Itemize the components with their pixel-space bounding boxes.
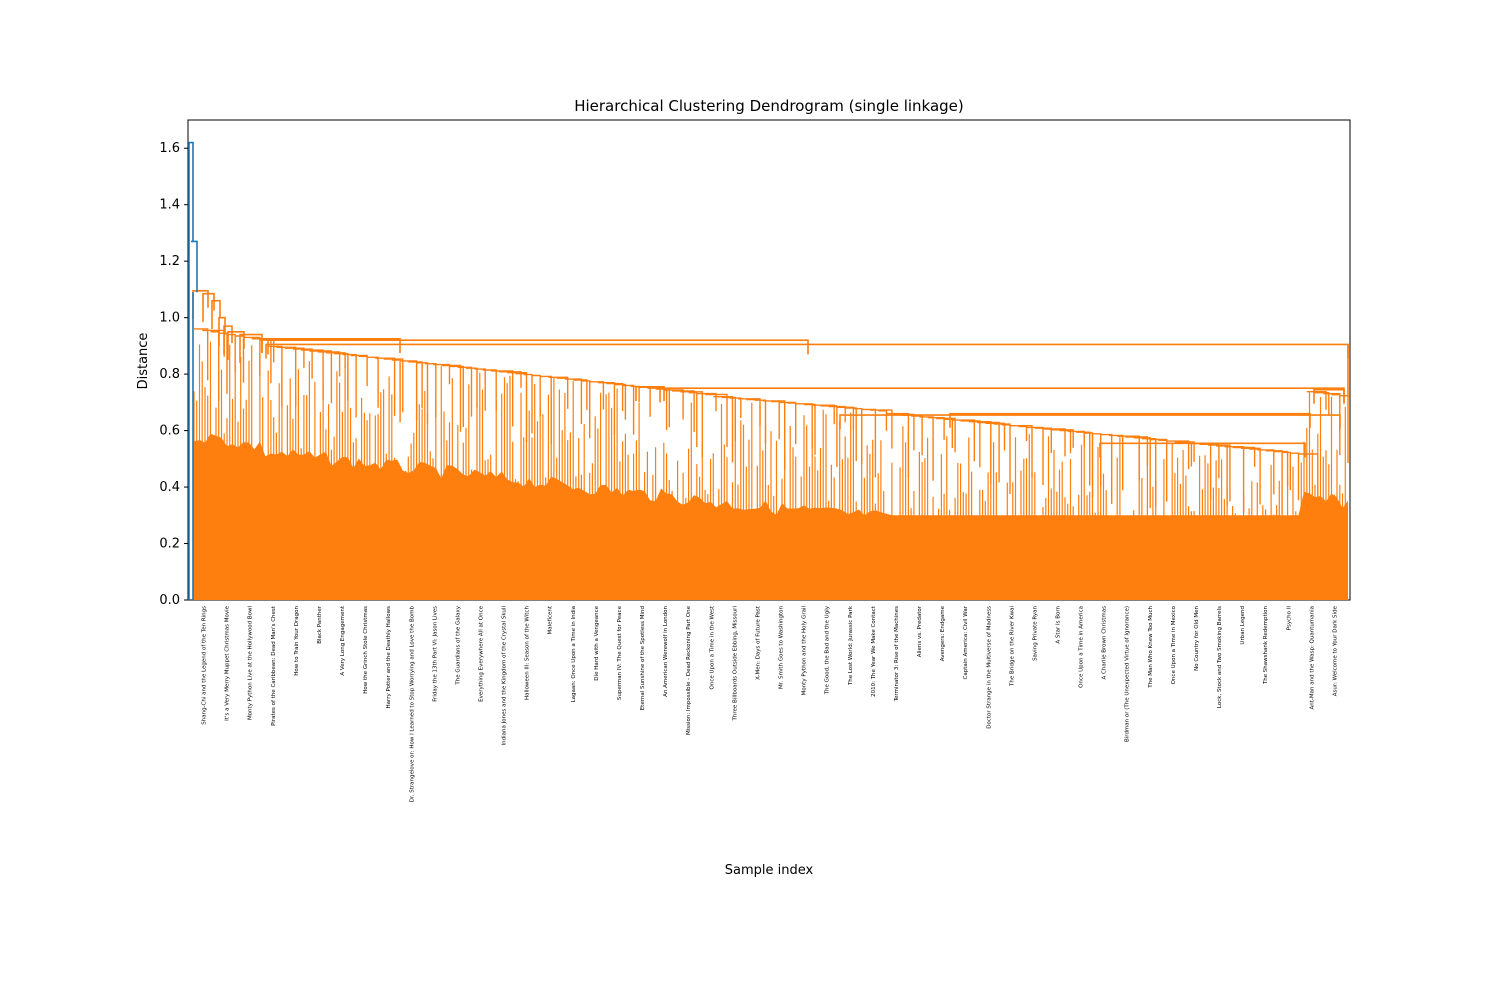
- leaf-labels: Shang-Chi and the Legend of the Ten Ring…: [202, 605, 1339, 802]
- leaf-label: Once Upon a Time in the West: [709, 605, 715, 689]
- leaf-label: Avengers: Endgame: [940, 605, 946, 661]
- cluster-merge: [223, 325, 233, 355]
- leaf-label: Urban Legend: [1240, 606, 1246, 645]
- y-tick-label: 1.6: [159, 141, 180, 156]
- y-tick-label: 1.4: [159, 198, 180, 213]
- cluster-merge: [239, 333, 263, 363]
- leaf-label: Mr. Smith Goes to Washington: [779, 605, 785, 688]
- leaf-label: Friday the 13th Part VI: Jason Lives: [432, 606, 438, 702]
- cluster-merge: [949, 412, 1311, 428]
- leaf-label: Black Panther: [317, 605, 323, 644]
- leaf-label: Saving Private Ryan: [1032, 605, 1038, 660]
- top-level-merge: [188, 141, 198, 600]
- leaf-label: The Good, the Bad and the Ugly: [825, 605, 831, 695]
- leaf-label: A Star Is Born: [1056, 606, 1062, 644]
- leaf-label: Dr. Strangelove or: How I Learned to Sto…: [409, 606, 415, 803]
- y-tick-label: 0.8: [159, 367, 180, 382]
- chart-title: Hierarchical Clustering Dendrogram (sing…: [574, 97, 964, 115]
- leaf-label: Shang-Chi and the Legend of the Ten Ring…: [202, 606, 208, 725]
- dense-branch-mass: [194, 433, 1348, 600]
- leaf-label: Once Upon a Time in Mexico: [1171, 605, 1177, 684]
- leaf-label: The Man Who Knew Too Much: [1148, 605, 1154, 688]
- leaf-label: Psycho II: [1286, 606, 1292, 631]
- leaf-label: Pirates of the Caribbean: Dead Man's Che…: [271, 605, 277, 726]
- leaf-label: No Country for Old Men: [1194, 606, 1200, 671]
- leaf-label: Harry Potter and the Deathly Hallows: [386, 606, 392, 709]
- leaf-label: It's a Very Merry Muppet Christmas Movie: [225, 605, 231, 720]
- leaf-label: Everything Everywhere All at Once: [479, 605, 485, 701]
- leaf-label: How the Grinch Stole Christmas: [363, 606, 369, 694]
- leaf-label: Superman IV: The Quest for Peace: [617, 605, 623, 700]
- y-tick-label: 0.4: [159, 480, 180, 495]
- leaf-label: Indiana Jones and the Kingdom of the Cry…: [502, 606, 508, 746]
- leaf-label: The Guardians of the Galaxy: [455, 605, 461, 685]
- leaf-label: Doctor Strange in the Multiverse of Madn…: [986, 606, 992, 729]
- cluster-merge: [265, 343, 1349, 359]
- leaf-label: The Lost World: Jurassic Park: [848, 605, 854, 686]
- cluster-merge: [267, 339, 809, 355]
- leaf-label: Birdman or (The Unexpected Virtue of Ign…: [1125, 606, 1131, 742]
- cluster-merge: [227, 330, 245, 360]
- y-tick-label: 0.0: [159, 593, 180, 608]
- leaf-label: Three Billboards Outside Ebbing, Missour…: [732, 606, 738, 722]
- leaf-label: Asur: Welcome to Your Dark Side: [1333, 605, 1339, 696]
- leaf-label: Lagaan: Once Upon a Time in India: [571, 606, 577, 702]
- leaf-label: Once Upon a Time in America: [1079, 606, 1085, 688]
- leaf-label: A Very Long Engagement: [340, 605, 346, 675]
- cluster-merge: [211, 299, 221, 329]
- leaf-label: How to Train Your Dragon: [294, 606, 300, 676]
- leaf-label: Maleficent: [548, 605, 554, 634]
- leaf-label: Die Hard with a Vengeance: [594, 605, 600, 680]
- leaf-label: The Bridge on the River Kwai: [1009, 605, 1015, 687]
- leaf-label: Captain America: Civil War: [963, 605, 969, 679]
- leaf-label: Mission: Impossible - Dead Reckoning Par…: [686, 605, 692, 735]
- leaf-label: Eternal Sunshine of the Spotless Mind: [640, 606, 646, 710]
- leaf-label: Terminator 3: Rise of the Machines: [894, 606, 900, 703]
- y-tick-label: 1.0: [159, 311, 180, 326]
- cluster-merge: [192, 290, 209, 320]
- cluster-merge: [202, 292, 215, 322]
- y-axis-label: Distance: [136, 333, 151, 390]
- leaf-label: A Charlie Brown Christmas: [1102, 606, 1108, 680]
- cluster-merge: [1099, 442, 1306, 458]
- cluster-merge: [635, 386, 665, 401]
- leaf-label: 2010: The Year We Make Contact: [871, 605, 877, 697]
- leaf-label: Halloween III: Season of the Witch: [525, 606, 531, 700]
- leaf-label: Monty Python Live at the Hollywood Bowl: [248, 606, 254, 721]
- cluster-merge: [839, 414, 1341, 430]
- y-tick-label: 1.2: [159, 254, 180, 269]
- cluster-merge: [1313, 388, 1345, 404]
- y-tick-label: 0.2: [159, 537, 180, 552]
- y-tick-label: 0.6: [159, 424, 180, 439]
- leaf-label: Lock, Stock and Two Smoking Barrels: [1217, 606, 1223, 708]
- y-axis: 0.0 0.2 0.4 0.6 0.8 1.0 1.2 1.4 1.6: [159, 141, 188, 608]
- leaf-label: An American Werewolf in London: [663, 605, 669, 696]
- leaf-label: Aliens vs. Predator: [917, 605, 923, 657]
- leaf-label: X-Men: Days of Future Past: [756, 605, 762, 680]
- x-axis-label: Sample index: [725, 863, 814, 878]
- merge-links: [194, 328, 1349, 520]
- leaf-label: The Shawshank Redemption: [1263, 605, 1269, 685]
- leaf-label: Monty Python and the Holy Grail: [802, 606, 808, 696]
- dendrogram-links: [188, 141, 1349, 600]
- leaf-label: Ant-Man and the Wasp: Quantumania: [1309, 606, 1315, 709]
